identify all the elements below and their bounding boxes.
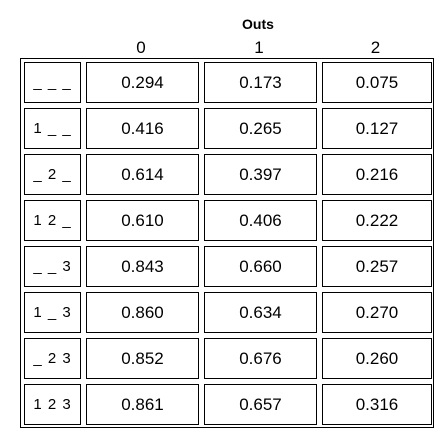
table-cell: 0.416 [86, 108, 199, 149]
table-cell: 0.660 [204, 246, 317, 287]
table-cell: 0.260 [322, 338, 432, 379]
header-title: Outs [242, 16, 274, 32]
table-cell: 0.075 [322, 62, 432, 103]
table-cell: 0.614 [86, 154, 199, 195]
table-cell: 0.270 [322, 292, 432, 333]
table: _ _ _ 0.294 0.173 0.075 1 _ _ 0.416 0.265 0.127… [20, 58, 434, 428]
table-cell: 0.657 [204, 384, 317, 425]
table-cell: 0.676 [204, 338, 317, 379]
column-header: 1 [254, 38, 264, 57]
table-cell: 0.852 [86, 338, 199, 379]
table-cell: 0.257 [322, 246, 432, 287]
table-cell: 0.265 [204, 108, 317, 149]
table-cell: 0.222 [322, 200, 432, 241]
table-cell: 0.610 [86, 200, 199, 241]
table-cell: 0.397 [204, 154, 317, 195]
table-cell: 0.861 [86, 384, 199, 425]
row-label: _ 2 3 [24, 338, 81, 379]
row-label: _ _ _ [24, 62, 81, 103]
table-cell: 0.294 [86, 62, 199, 103]
column-header: 2 [370, 38, 381, 57]
table-cell: 0.406 [204, 200, 317, 241]
row-label: 1 2 3 [24, 384, 81, 425]
row-label: 1 _ _ [24, 108, 81, 149]
table-cell: 0.216 [322, 154, 432, 195]
column-header: 0 [136, 38, 146, 57]
table-cell: 0.127 [322, 108, 432, 149]
table-cell: 0.843 [86, 246, 199, 287]
row-label: 1 _ 3 [24, 292, 81, 333]
row-label: 1 2 _ [24, 200, 81, 241]
table-cell: 0.316 [322, 384, 432, 425]
table-cell: 0.173 [204, 62, 317, 103]
table-cell: 0.860 [86, 292, 199, 333]
row-label: _ 2 _ [24, 154, 81, 195]
table-cell: 0.634 [204, 292, 317, 333]
row-label: _ _ 3 [24, 246, 81, 287]
